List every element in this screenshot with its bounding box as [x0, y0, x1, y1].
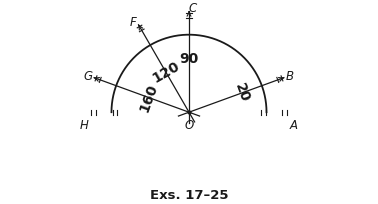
- Text: C: C: [189, 2, 197, 15]
- Text: 160: 160: [137, 82, 161, 114]
- Text: 90: 90: [180, 52, 198, 67]
- Text: A: A: [290, 119, 298, 132]
- Text: F: F: [130, 16, 137, 29]
- Text: G: G: [83, 70, 92, 83]
- Text: 120: 120: [150, 59, 182, 85]
- Text: O: O: [184, 119, 194, 132]
- Text: B: B: [286, 70, 294, 83]
- Text: Exs. 17–25: Exs. 17–25: [150, 189, 228, 202]
- Text: H: H: [79, 119, 88, 132]
- Text: 20: 20: [232, 82, 251, 105]
